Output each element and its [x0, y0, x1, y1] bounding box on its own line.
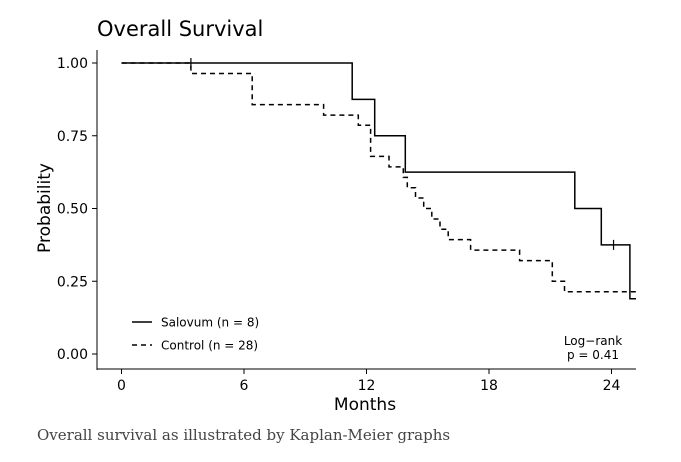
km-chart: Overall Survival 0.00 0.25 0.50 0.75 1.00 0 6…	[35, 17, 636, 415]
x-tick-label: 6	[240, 378, 249, 394]
logrank-label: Log−rank	[564, 334, 622, 348]
x-axis: 0 6 12 18 24	[97, 368, 636, 394]
km-curve-salovum	[121, 62, 636, 300]
km-curve-control	[121, 62, 636, 293]
series-layer	[121, 58, 636, 300]
y-tick-label: 1.00	[57, 56, 88, 72]
x-tick-label: 24	[603, 378, 621, 394]
y-tick-label: 0.50	[57, 202, 88, 218]
x-axis-label: Months	[334, 395, 396, 415]
x-tick-label: 12	[358, 378, 376, 394]
x-tick-label: 18	[480, 378, 498, 394]
figure-caption: Overall survival as illustrated by Kapla…	[37, 426, 451, 444]
chart-title: Overall Survival	[97, 17, 263, 41]
legend-label-salovum: Salovum (n = 8)	[161, 316, 259, 330]
y-axis: 0.00 0.25 0.50 0.75 1.00	[57, 50, 98, 370]
y-tick-label: 0.25	[57, 274, 88, 290]
x-tick-label: 0	[117, 378, 126, 394]
p-value-label: p = 0.41	[567, 348, 619, 362]
y-tick-label: 0.75	[57, 129, 88, 145]
legend-label-control: Control (n = 28)	[161, 339, 258, 353]
y-axis-label: Probability	[35, 163, 55, 253]
y-tick-label: 0.00	[57, 347, 88, 363]
legend: Salovum (n = 8) Control (n = 28)	[132, 316, 259, 353]
